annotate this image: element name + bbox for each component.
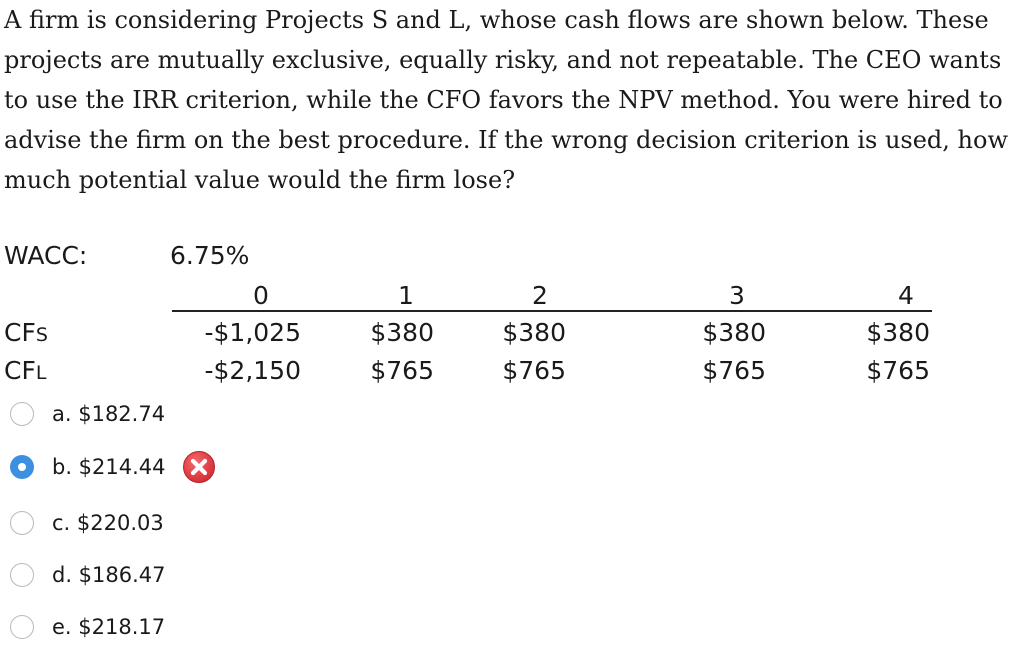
option-d[interactable]: d. $186.47	[10, 558, 166, 592]
period-header: 3	[729, 281, 745, 310]
table-cell: $380	[866, 318, 930, 347]
option-label: c. $220.03	[52, 511, 164, 535]
period-header: 4	[898, 281, 914, 310]
wacc-value: 6.75%	[170, 241, 250, 270]
radio-button-selected[interactable]	[10, 455, 34, 479]
table-cell: $765	[502, 356, 566, 385]
table-cell: -$1,025	[204, 318, 302, 347]
table-cell: $765	[370, 356, 434, 385]
period-header: 1	[398, 281, 414, 310]
radio-button[interactable]	[10, 402, 34, 426]
table-cell: -$2,150	[204, 356, 302, 385]
question-text: A firm is considering Projects S and L, …	[4, 6, 1009, 194]
option-c[interactable]: c. $220.03	[10, 506, 164, 540]
period-header: 2	[532, 281, 548, 310]
row-label-cfl: CFL	[4, 356, 47, 385]
table-cell: $380	[502, 318, 566, 347]
wrong-x-icon	[182, 451, 215, 483]
table-cell: $380	[702, 318, 766, 347]
period-header: 0	[253, 281, 269, 310]
table-cell: $765	[702, 356, 766, 385]
option-label: b. $214.44	[52, 455, 166, 479]
option-label: a. $182.74	[52, 402, 166, 426]
option-a[interactable]: a. $182.74	[10, 397, 165, 431]
table-cell: $765	[866, 356, 930, 385]
option-label: e. $218.17	[52, 615, 166, 639]
radio-button[interactable]	[10, 563, 34, 587]
table-cell: $380	[370, 318, 434, 347]
header-divider	[172, 310, 932, 312]
option-label: d. $186.47	[52, 563, 166, 587]
option-e[interactable]: e. $218.17	[10, 610, 165, 644]
radio-button[interactable]	[10, 511, 34, 535]
radio-button[interactable]	[10, 615, 34, 639]
row-label-cfs: CFS	[4, 318, 48, 347]
wacc-label: WACC:	[4, 241, 88, 270]
option-b[interactable]: b. $214.44	[10, 450, 216, 484]
